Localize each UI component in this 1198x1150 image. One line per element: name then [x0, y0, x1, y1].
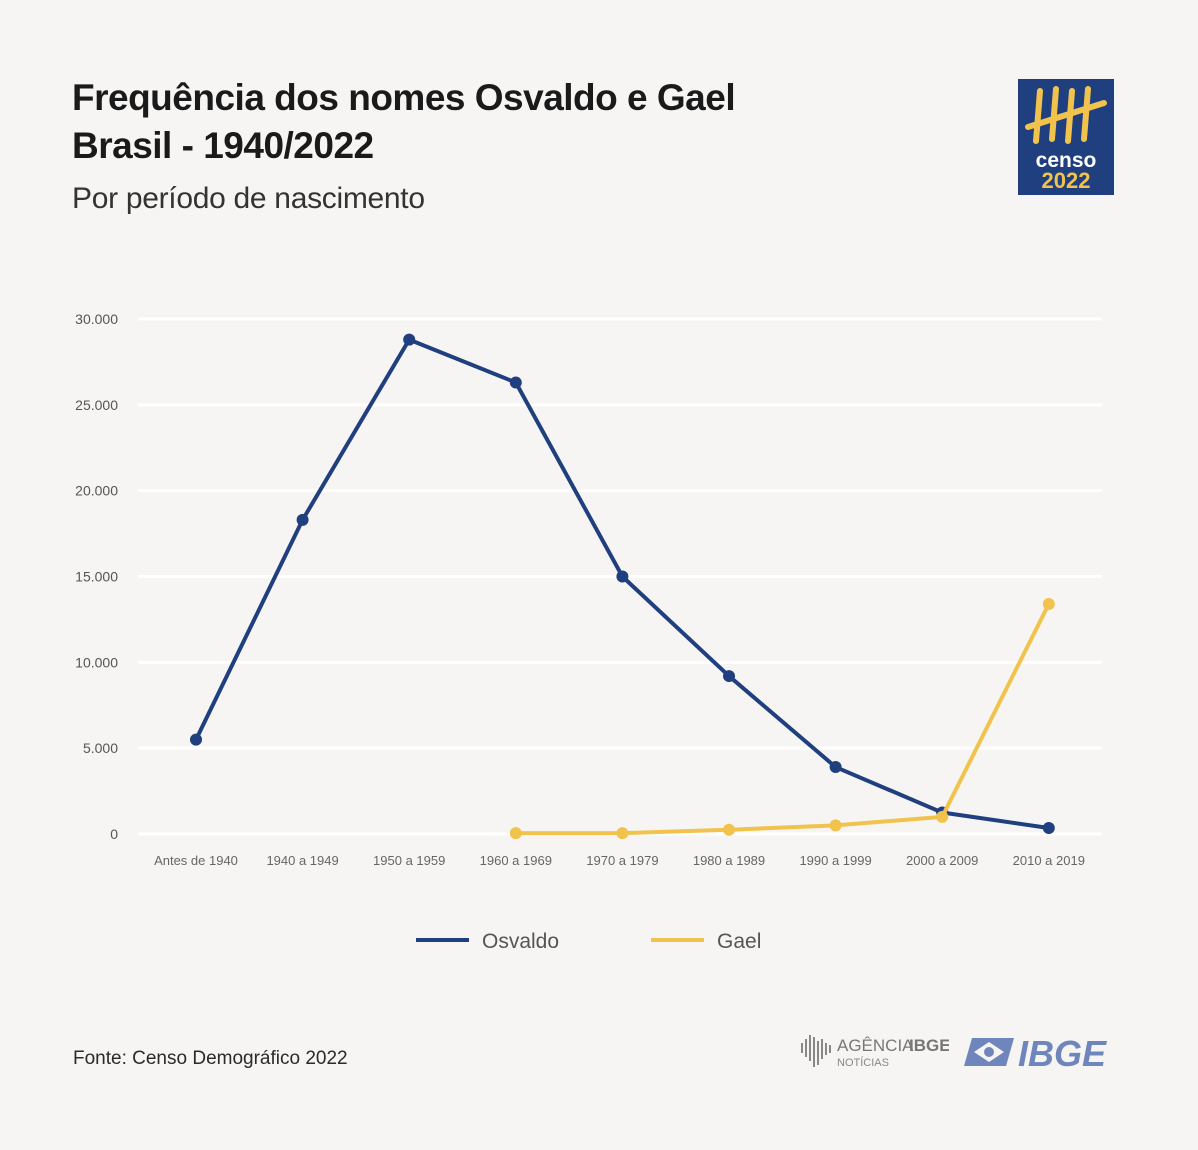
- x-tick-label: 2010 a 2019: [1013, 853, 1085, 868]
- point-gael: [936, 810, 949, 823]
- y-tick-label: 5.000: [83, 740, 118, 756]
- point-osvaldo: [723, 670, 735, 683]
- title-line-1: Frequência dos nomes Osvaldo e Gael: [72, 77, 736, 118]
- ibge-flag-icon: IBGE: [964, 1033, 1107, 1074]
- legend-label-osvaldo: Osvaldo: [482, 930, 559, 953]
- x-tick-label: 1990 a 1999: [799, 853, 871, 868]
- noticias-word: NOTÍCIAS: [837, 1056, 889, 1069]
- title-line-2: Brasil - 1940/2022: [72, 125, 374, 166]
- y-tick-label: 20.000: [75, 483, 118, 499]
- x-tick-label: 1970 a 1979: [586, 853, 658, 868]
- censo-tally-icon: censo 2022: [1025, 86, 1107, 193]
- agencia-ibge-noticias-icon: AGÊNCIA IBGE NOTÍCIAS: [801, 1035, 951, 1069]
- censo-word: censo: [1036, 149, 1097, 172]
- point-gael: [616, 827, 629, 840]
- legend-item-osvaldo: Osvaldo: [416, 930, 559, 953]
- y-tick-label: 10.000: [75, 654, 118, 670]
- agencia-word: AGÊNCIA: [837, 1036, 914, 1055]
- y-tick-label: 0: [110, 826, 118, 842]
- grid-lines: [138, 317, 1102, 836]
- series-gael: [509, 597, 1055, 840]
- x-tick-label: 2000 a 2009: [906, 853, 978, 868]
- series-osvaldo: [190, 333, 1055, 834]
- x-tick-label: 1960 a 1969: [480, 853, 552, 868]
- chart-subtitle: Por período de nascimento: [72, 182, 425, 215]
- point-osvaldo: [403, 333, 416, 346]
- series-lines: [190, 333, 1055, 840]
- y-tick-label: 30.000: [75, 311, 118, 327]
- point-osvaldo: [829, 761, 842, 774]
- legend-label-gael: Gael: [717, 930, 761, 953]
- point-osvaldo: [509, 376, 522, 389]
- x-tick-label: 1950 a 1959: [373, 853, 445, 868]
- y-tick-label: 15.000: [75, 569, 118, 585]
- censo-2022-logo: censo 2022: [1018, 79, 1114, 195]
- ibge-word: IBGE: [1018, 1033, 1107, 1072]
- point-osvaldo: [616, 570, 629, 583]
- agencia-ibge-logo: AGÊNCIA IBGE NOTÍCIAS: [797, 1031, 951, 1071]
- point-gael: [1042, 597, 1055, 610]
- point-gael: [723, 823, 735, 836]
- censo-year: 2022: [1042, 168, 1091, 193]
- point-gael: [509, 827, 522, 840]
- line-gael: [513, 601, 1051, 836]
- axis-labels: 0 5.000 10.000 15.000 20.000 25.000 30.000 Ante…: [75, 311, 1085, 868]
- point-osvaldo: [1042, 821, 1055, 834]
- source-note: Fonte: Censo Demográfico 2022: [73, 1048, 348, 1069]
- ibge-logo: IBGE: [962, 1030, 1112, 1074]
- chart-title: Frequência dos nomes Osvaldo e Gael Bras…: [72, 74, 736, 170]
- legend: Osvaldo Gael: [416, 930, 761, 953]
- line-osvaldo: [194, 337, 1051, 830]
- y-tick-label: 25.000: [75, 397, 118, 413]
- point-gael: [829, 819, 842, 832]
- x-tick-label: 1980 a 1989: [693, 853, 765, 868]
- x-tick-label: Antes de 1940: [154, 853, 238, 868]
- legend-item-gael: Gael: [651, 930, 761, 953]
- agencia-brand: IBGE: [909, 1036, 949, 1055]
- x-tick-label: 1940 a 1949: [266, 853, 338, 868]
- point-osvaldo: [296, 513, 309, 526]
- point-osvaldo: [190, 733, 202, 746]
